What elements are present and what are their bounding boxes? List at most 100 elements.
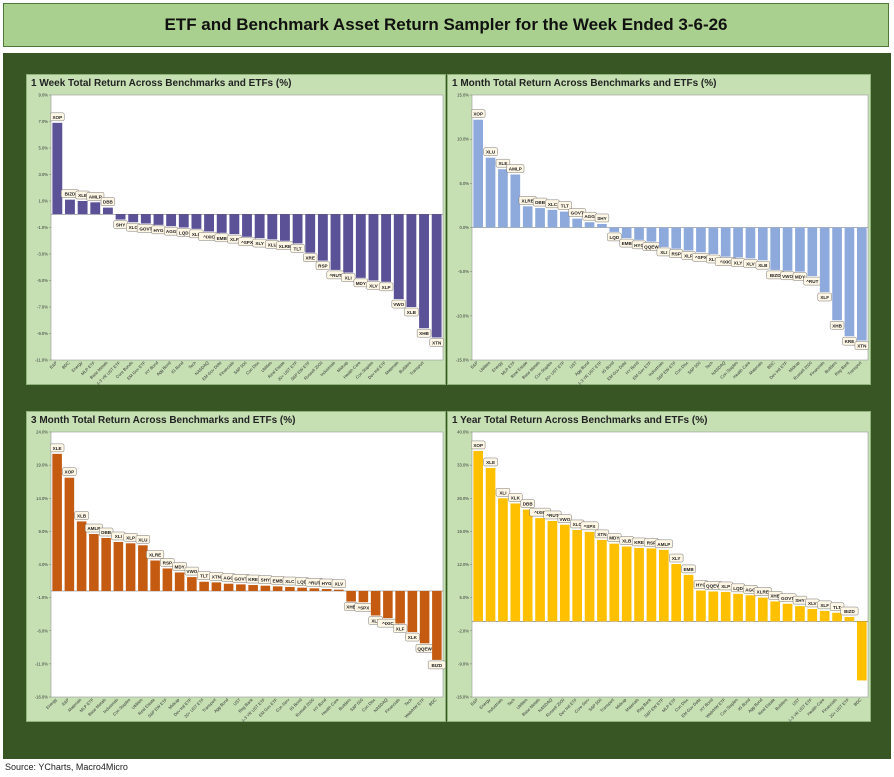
bar (140, 214, 151, 224)
x-category-label: BDC (428, 697, 438, 707)
bar (485, 467, 496, 622)
bar-label-text: XRE (305, 256, 314, 261)
bar-label: XLK (405, 632, 420, 642)
bar-label: XOP (50, 112, 65, 122)
bar-label-box (840, 606, 859, 616)
x-category-label: E&P (61, 697, 71, 707)
x-category-label: S&P 500 (686, 360, 702, 376)
bar-label: MDY (607, 533, 622, 542)
x-category-label: Builders (774, 697, 788, 711)
bar-label: SHY (594, 213, 610, 223)
bar (431, 214, 442, 338)
y-tick-label: 7.0% (38, 119, 48, 124)
bar (272, 586, 283, 591)
bar (317, 214, 328, 261)
bar-label-box (404, 307, 419, 317)
bar-label-text: TLT (833, 605, 841, 610)
bar (844, 617, 855, 622)
bar (64, 477, 75, 591)
bar-label-box (184, 566, 199, 576)
bar (309, 588, 320, 591)
y-tick-label: 5.0% (38, 146, 48, 151)
bar-label: DBB (532, 197, 548, 207)
bar (76, 521, 87, 591)
bar-label-box (429, 338, 444, 347)
bar-label-box (842, 336, 857, 346)
dashboard-frame: 1 Week Total Return Across Benchmarks an… (3, 53, 891, 759)
bar (260, 585, 271, 591)
bar (77, 201, 88, 215)
bar-label-text: AGG (223, 576, 234, 581)
bar (498, 169, 508, 228)
bar-label-box (854, 341, 869, 350)
bar-label-box (471, 109, 486, 118)
bar-label-text: XLB (407, 310, 417, 315)
bar (708, 227, 719, 254)
bar (795, 227, 805, 272)
x-category-label: Tech (187, 360, 197, 370)
bar-label-box (829, 602, 845, 611)
bar-label-text: XTN (597, 532, 607, 537)
bar-label-box (506, 164, 525, 173)
y-tick-label: 15.0% (457, 93, 469, 98)
bar-label: GOVT (136, 224, 155, 233)
x-category-label: Materials (748, 360, 764, 376)
bar-label: KRE (631, 537, 647, 547)
bar-label-text: KRE (248, 577, 258, 582)
bar-label-text: XHB (346, 605, 356, 610)
bar-label-text: XLP (382, 285, 391, 290)
bar-label-text: KRE (845, 339, 855, 344)
bar (334, 589, 344, 591)
bar (223, 583, 234, 591)
bar (683, 227, 694, 251)
bar (229, 214, 240, 235)
y-tick-label: 19.0% (457, 529, 469, 534)
bar (52, 453, 62, 591)
bar-label-text: XLC (285, 579, 295, 584)
bar-label-text: LQD (179, 231, 189, 236)
bar-label-box (483, 147, 498, 156)
bar-label-text: XLY (255, 241, 264, 246)
bar-label: XTN (854, 341, 869, 350)
bar-label: XLY (730, 258, 746, 267)
bar-label-text: SHY (597, 216, 606, 221)
x-category-label: Materials (384, 360, 400, 376)
bar-label-box (303, 253, 318, 262)
bar-label: XLF (817, 600, 832, 610)
x-category-label: Transport (846, 360, 863, 377)
bar-label-text: BIZD (770, 273, 781, 278)
bar-label-box (557, 514, 572, 523)
y-tick-label: -2.0% (458, 628, 469, 633)
y-tick-label: -11.0% (35, 661, 48, 666)
bar-label-box (74, 511, 89, 520)
bar-label: XLV (805, 598, 820, 608)
bar-label-box (495, 488, 511, 497)
y-tick-label: 4.0% (38, 562, 48, 567)
bar (819, 610, 830, 622)
x-category-label: BDC (853, 697, 863, 707)
y-tick-label: -7.0% (37, 305, 48, 310)
bar (178, 214, 189, 228)
bar-label-text: ^IXIC (203, 234, 215, 239)
bar-label-text: XLY (672, 556, 681, 561)
bar-label-box (520, 499, 535, 508)
bar-label-text: XOP (473, 443, 483, 448)
bar (609, 543, 620, 622)
x-category-label: Transport (409, 360, 426, 377)
bar-label: KRE (842, 336, 857, 346)
bar-label-text: ^SPX (241, 240, 254, 245)
bar-label-text: ^SPX (357, 605, 370, 610)
bar (510, 174, 521, 228)
bar (150, 560, 160, 591)
bar-label: XLC (545, 199, 560, 209)
bar-label: XLK (508, 493, 523, 502)
bar-label-box (681, 564, 696, 574)
bar (646, 548, 657, 622)
bar-label: XRE (303, 253, 318, 262)
bar (395, 591, 405, 624)
bar-label-box (817, 292, 832, 302)
bar-label-text: XLK (709, 257, 719, 262)
bar (807, 608, 818, 622)
bar-label-box (146, 550, 165, 559)
bar-label-text: RSP (163, 560, 172, 565)
